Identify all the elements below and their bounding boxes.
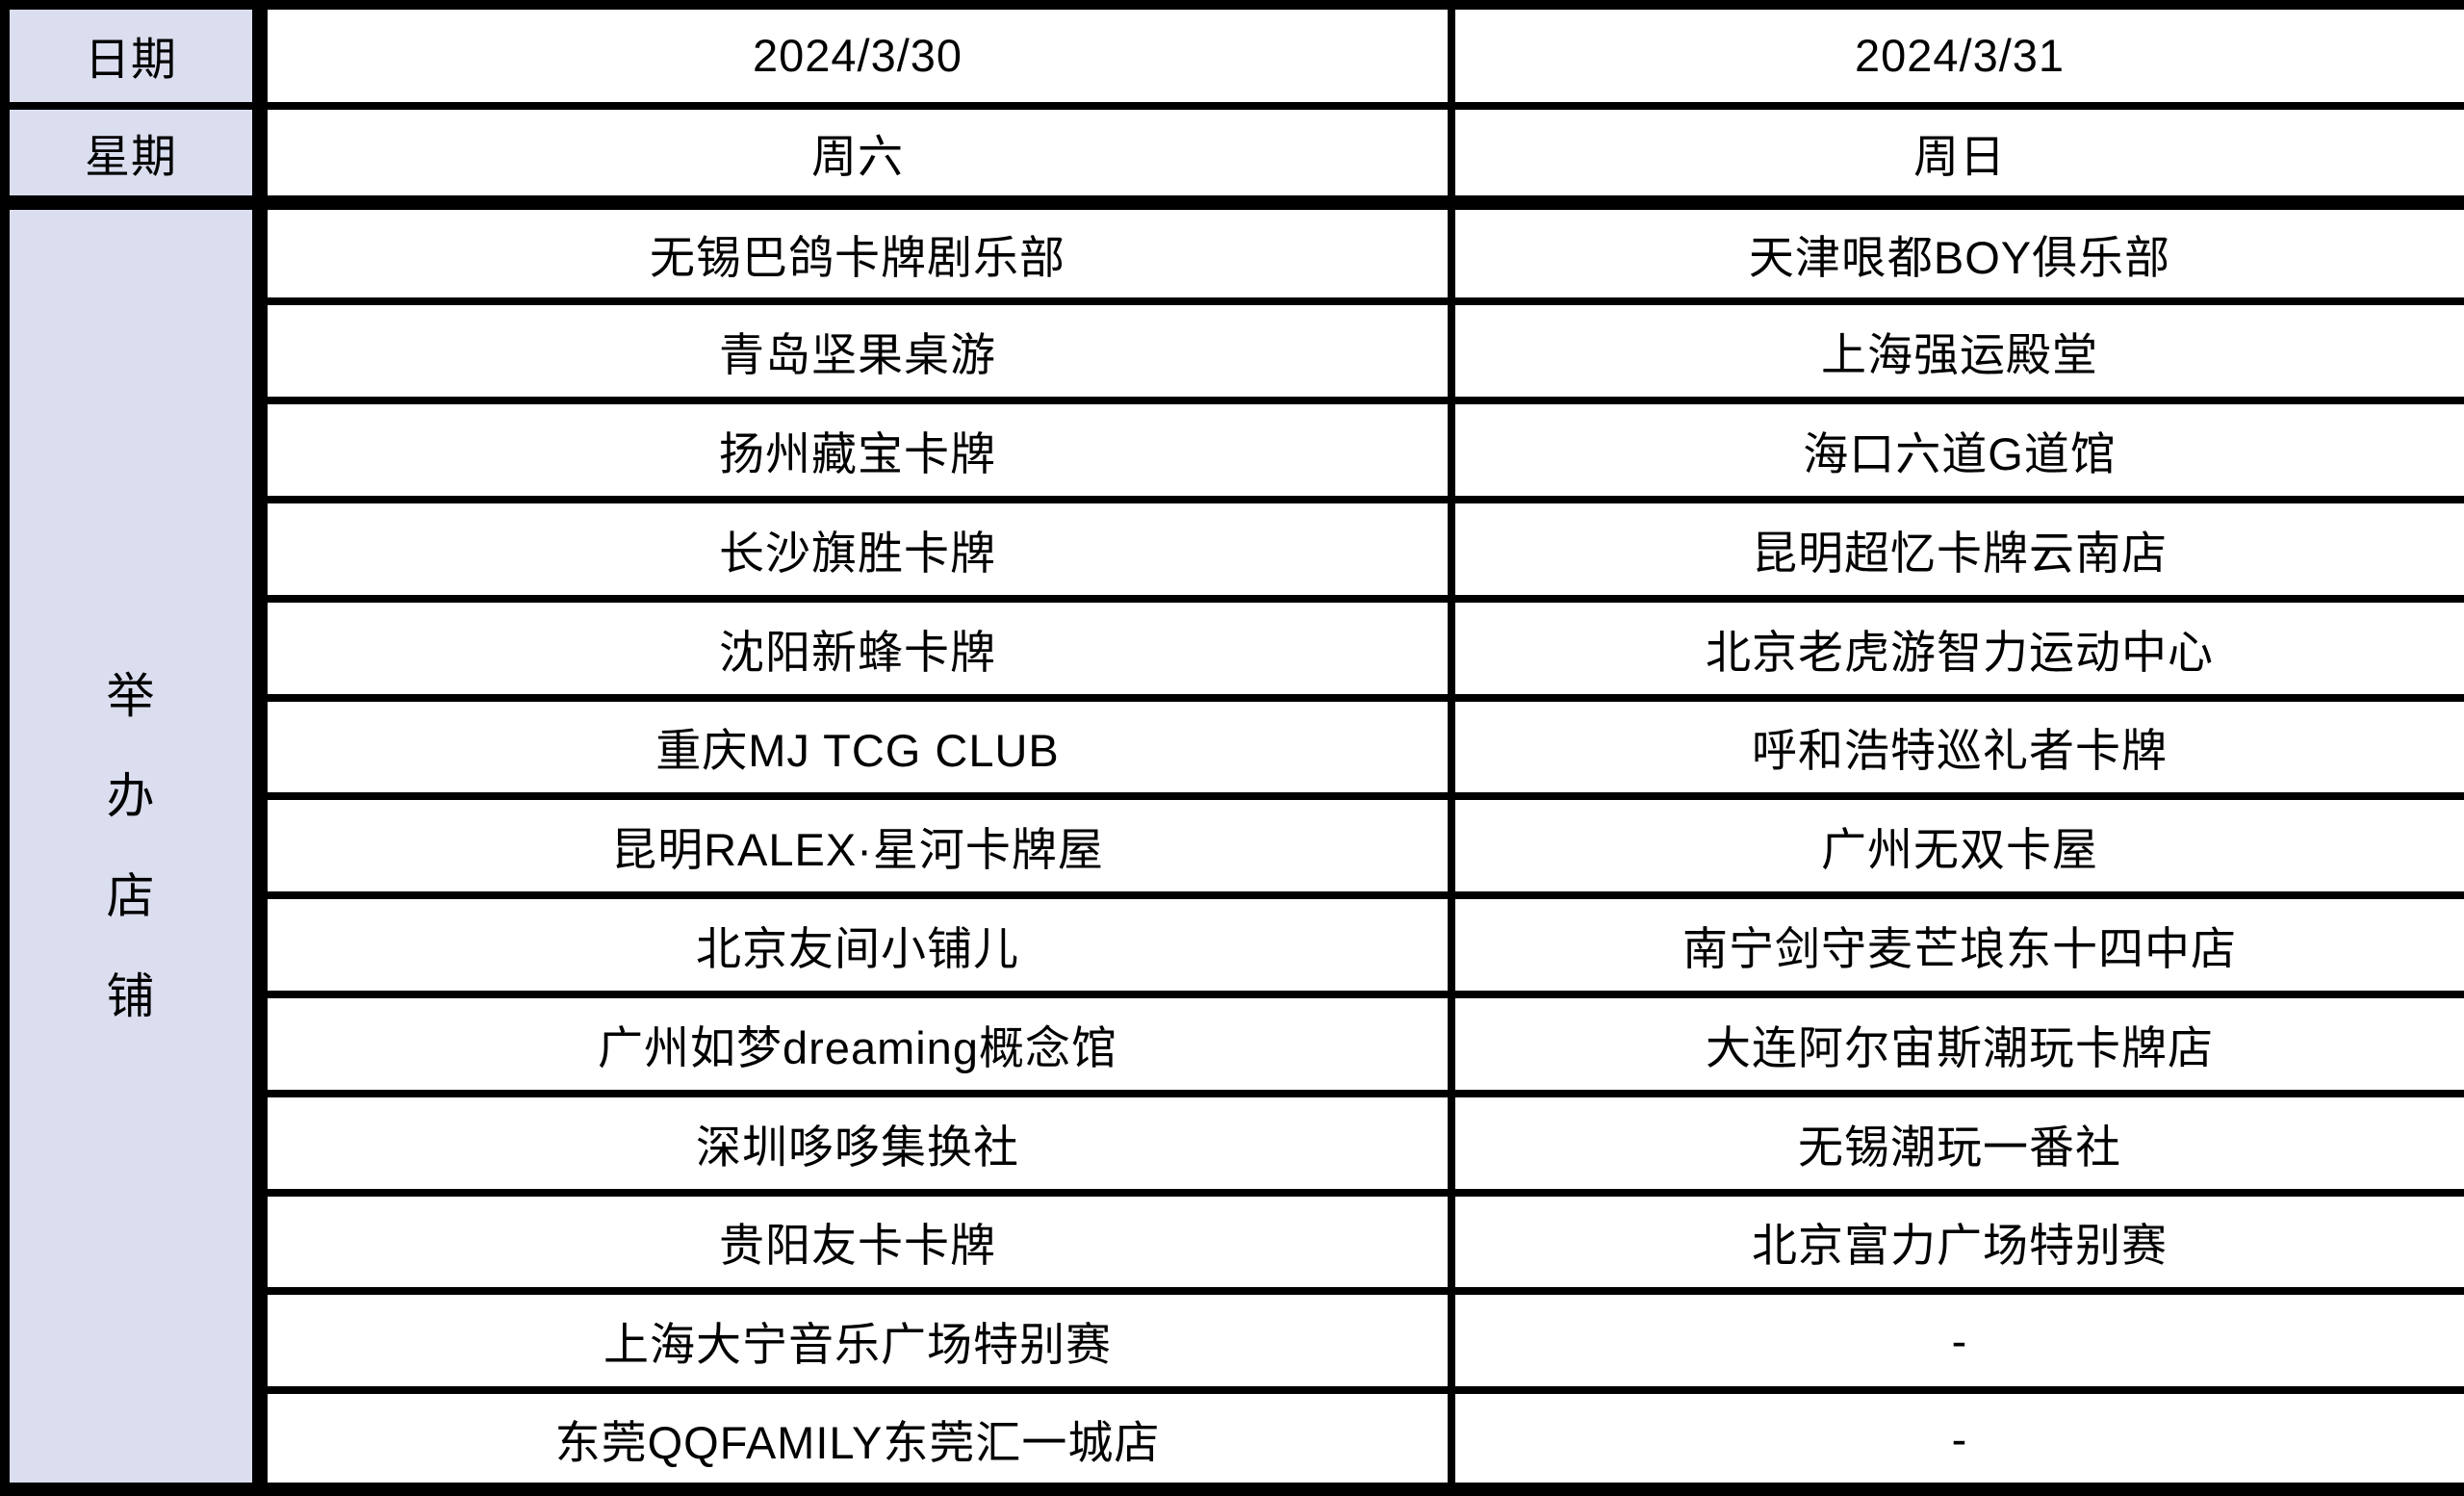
shop-cell-sunday: 天津哏都BOY俱乐部 <box>1448 198 2464 306</box>
shop-cell-saturday: 青岛坚果桌游 <box>256 297 1455 405</box>
shop-cell-sunday: 呼和浩特巡礼者卡牌 <box>1448 693 2464 801</box>
shop-cell-saturday: 无锡巴鸽卡牌剧乐部 <box>256 198 1455 306</box>
table-row-shop: 青岛坚果桌游 上海强运殿堂 <box>5 297 2464 405</box>
weekday-cell-saturday: 周六 <box>256 101 1455 211</box>
shop-cell-saturday: 昆明RALEX·星河卡牌屋 <box>256 792 1455 900</box>
shop-cell-sunday: 无锡潮玩一番社 <box>1448 1089 2464 1197</box>
host-label-char: 店 <box>106 869 156 924</box>
table-row-shop: 举 办 店 铺 无锡巴鸽卡牌剧乐部 天津哏都BOY俱乐部 <box>1 198 2464 1494</box>
table-row-shop: 上海大宁音乐广场特别赛 - <box>5 1287 2464 1395</box>
table-row-shop: 扬州藏宝卡牌 海口六道G道馆 <box>5 397 2464 503</box>
shop-cell-sunday: 昆明超忆卡牌云南店 <box>1448 495 2464 603</box>
shop-cell-sunday: 北京富力广场特别赛 <box>1448 1188 2464 1296</box>
shop-cell-saturday: 广州如梦dreaming概念馆 <box>256 990 1455 1097</box>
table-row-weekday: 星期 周六 周日 <box>1 101 2464 211</box>
table-row-shop: 深圳哆哆集换社 无锡潮玩一番社 <box>5 1089 2464 1197</box>
host-label-char: 举 <box>106 669 156 724</box>
shop-cell-saturday: 东莞QQFAMILY东莞汇一城店 <box>256 1386 1455 1493</box>
table-row-shop: 昆明RALEX·星河卡牌屋 广州无双卡屋 <box>5 792 2464 900</box>
table-row-shop: 长沙旗胜卡牌 昆明超忆卡牌云南店 <box>5 495 2464 603</box>
date-cell-saturday: 2024/3/30 <box>256 1 1455 110</box>
host-label-char: 办 <box>106 769 156 824</box>
table-row-shop: 贵阳友卡卡牌 北京富力广场特别赛 <box>5 1188 2464 1296</box>
shop-cell-sunday: 北京老虎游智力运动中心 <box>1448 594 2464 702</box>
shop-cell-sunday: 海口六道G道馆 <box>1448 397 2464 503</box>
table-row-shop: 广州如梦dreaming概念馆 大连阿尔宙斯潮玩卡牌店 <box>5 990 2464 1097</box>
shop-cell-saturday: 上海大宁音乐广场特别赛 <box>256 1287 1455 1395</box>
table-row-shop: 重庆MJ TCG CLUB 呼和浩特巡礼者卡牌 <box>5 693 2464 801</box>
shop-cell-saturday: 重庆MJ TCG CLUB <box>256 693 1455 801</box>
shop-cell-sunday: 上海强运殿堂 <box>1448 297 2464 405</box>
date-row-label: 日期 <box>1 1 268 110</box>
host-shops-label: 举 办 店 铺 <box>13 669 244 1024</box>
shop-cell-sunday: 广州无双卡屋 <box>1448 792 2464 900</box>
shop-cell-saturday: 北京友间小铺儿 <box>256 891 1455 998</box>
shop-cell-sunday: 大连阿尔宙斯潮玩卡牌店 <box>1448 990 2464 1097</box>
weekday-cell-sunday: 周日 <box>1448 101 2464 211</box>
weekday-row-label: 星期 <box>1 101 268 211</box>
table-row-shop: 沈阳新蜂卡牌 北京老虎游智力运动中心 <box>5 594 2464 702</box>
shop-cell-saturday: 沈阳新蜂卡牌 <box>256 594 1455 702</box>
table-row-shop: 东莞QQFAMILY东莞汇一城店 - <box>5 1386 2464 1493</box>
host-shops-label-cell: 举 办 店 铺 <box>1 198 268 1494</box>
shop-cell-saturday: 长沙旗胜卡牌 <box>256 495 1455 603</box>
date-cell-sunday: 2024/3/31 <box>1448 1 2464 110</box>
shop-cell-sunday: 南宁剑守麦芒埌东十四中店 <box>1448 891 2464 998</box>
shop-cell-sunday: - <box>1448 1287 2464 1395</box>
host-label-char: 铺 <box>106 969 156 1024</box>
shop-cell-saturday: 扬州藏宝卡牌 <box>256 397 1455 503</box>
shop-cell-saturday: 贵阳友卡卡牌 <box>256 1188 1455 1296</box>
table-row-shop: 北京友间小铺儿 南宁剑守麦芒埌东十四中店 <box>5 891 2464 998</box>
table-row-date: 日期 2024/3/30 2024/3/31 <box>1 1 2464 110</box>
shop-cell-saturday: 深圳哆哆集换社 <box>256 1089 1455 1197</box>
shop-cell-sunday: - <box>1448 1386 2464 1493</box>
